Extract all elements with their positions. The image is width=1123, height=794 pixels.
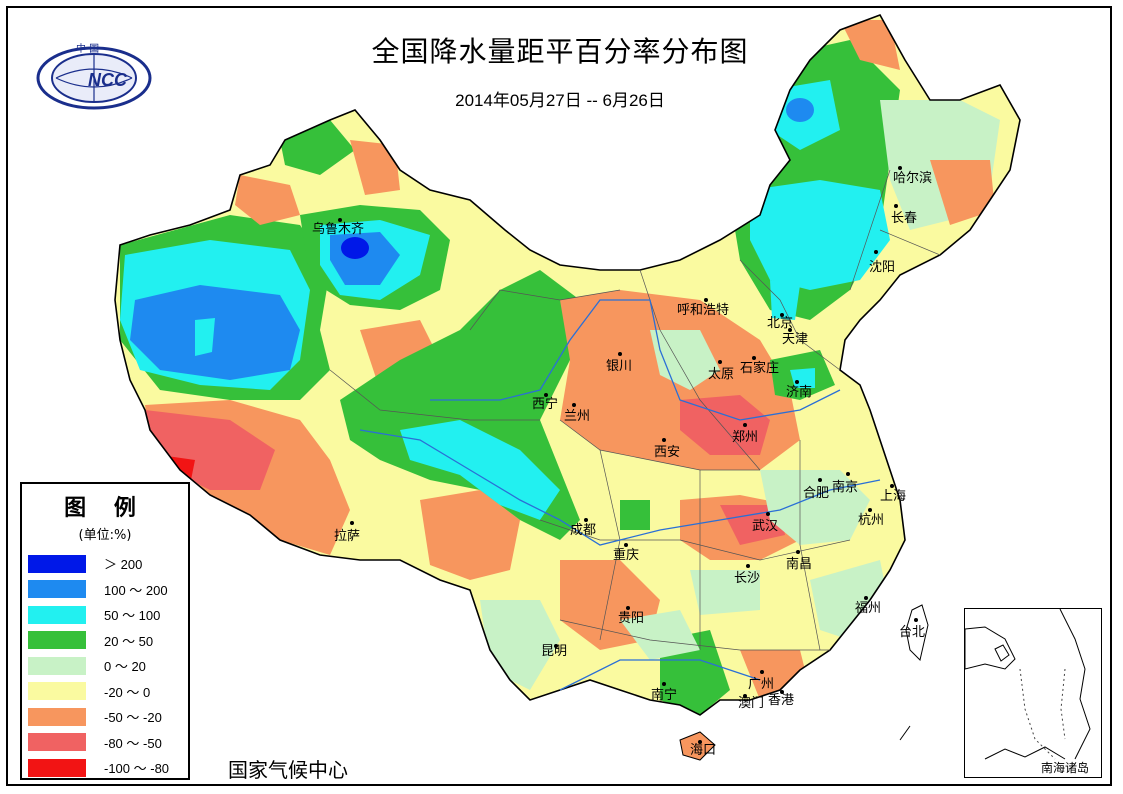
legend-label: 0 ～ 20 — [104, 659, 146, 675]
legend-label: 100 ～ 200 — [104, 582, 168, 598]
city-label-chongqing: 重庆 — [613, 547, 639, 563]
city-label-macau: 澳门 — [738, 695, 764, 711]
legend-item: 50 ～ 100 — [22, 602, 188, 628]
legend-swatch — [28, 554, 86, 573]
legend-label: -50 ～ -20 — [104, 710, 162, 726]
inset-label: 南海诸岛 — [1041, 761, 1090, 775]
city-label-urumqi: 乌鲁木齐 — [312, 221, 364, 237]
legend-item: -20 ～ 0 — [22, 679, 188, 705]
city-label-kunming: 昆明 — [541, 644, 567, 659]
footer-agency: 国家气候中心 — [228, 758, 348, 782]
legend-item: -100 ～ -80 — [22, 755, 188, 781]
legend-swatch — [28, 682, 86, 701]
city-label-beijing: 北京 — [767, 316, 793, 331]
legend-swatch — [28, 707, 86, 726]
city-label-nanjing: 南京 — [832, 479, 858, 495]
legend-swatch — [28, 631, 86, 650]
city-label-hefei: 合肥 — [803, 486, 829, 501]
legend-swatch — [28, 656, 86, 675]
legend-item: -50 ～ -20 — [22, 704, 188, 730]
legend-label: ＞ 200 — [104, 557, 143, 573]
legend-swatch — [28, 758, 86, 777]
legend-label: 50 ～ 100 — [104, 608, 161, 624]
legend-item: 0 ～ 20 — [22, 653, 188, 679]
city-label-haikou: 海口 — [690, 743, 716, 758]
city-label-xining: 西宁 — [532, 396, 558, 412]
legend-title: 图 例 — [64, 496, 146, 521]
city-label-nanning: 南宁 — [651, 687, 677, 703]
city-label-xian: 西安 — [654, 445, 680, 460]
city-label-lanzhou: 兰州 — [564, 409, 590, 424]
city-label-fuzhou: 福州 — [855, 601, 881, 616]
city-label-nanchang: 南昌 — [786, 556, 812, 572]
legend-label: -20 ～ 0 — [104, 684, 151, 700]
city-label-shanghai: 上海 — [880, 489, 906, 504]
city-label-yinchuan: 银川 — [606, 359, 632, 374]
city-label-shijiazhuang: 石家庄 — [740, 360, 779, 376]
city-label-lhasa: 拉萨 — [334, 529, 360, 544]
legend-item: ＞ 200 — [22, 551, 188, 577]
city-label-zhengzhou: 郑州 — [732, 430, 758, 445]
legend-label: -80 ～ -50 — [104, 735, 162, 751]
legend-swatch — [28, 733, 86, 752]
city-label-wuhan: 武汉 — [752, 519, 778, 534]
city-label-hongkong: 香港 — [768, 693, 794, 708]
map-title: 全国降水量距平百分率分布图 — [371, 35, 749, 68]
city-label-hangzhou: 杭州 — [858, 513, 884, 528]
legend-unit: (单位:%) — [78, 528, 132, 543]
legend-label: -100 ～ -80 — [104, 761, 170, 777]
city-label-changchun: 长春 — [891, 211, 917, 226]
city-label-chengdu: 成都 — [570, 523, 596, 538]
legend-item: 20 ～ 50 — [22, 628, 188, 654]
city-label-harbin: 哈尔滨 — [893, 170, 932, 186]
city-label-guiyang: 贵阳 — [618, 611, 644, 626]
legend-swatch — [28, 605, 86, 624]
ncc-logo: NCC 中 国 — [36, 42, 152, 110]
city-label-changsha: 长沙 — [734, 571, 760, 586]
map-subtitle: 2014年05月27日 -- 6月26日 — [455, 91, 665, 110]
legend-item: -80 ～ -50 — [22, 730, 188, 756]
city-label-shenyang: 沈阳 — [869, 260, 895, 275]
city-label-guangzhou: 广州 — [748, 677, 774, 692]
city-label-taipei: 台北 — [899, 625, 925, 640]
inset-map — [965, 609, 1091, 760]
legend: 图 例 (单位:%) ＞ 200 100 ～ 200 50 ～ 100 20 ～ 50… — [20, 482, 190, 780]
south-china-sea-inset: 南海诸岛 — [964, 608, 1102, 778]
legend-label: 20 ～ 50 — [104, 633, 154, 649]
city-label-jinan: 济南 — [786, 384, 812, 400]
logo-top-text: 中 国 — [76, 42, 99, 55]
city-label-tianjin: 天津 — [782, 332, 808, 347]
legend-item: 100 ～ 200 — [22, 577, 188, 603]
legend-swatch — [28, 580, 86, 599]
city-label-hohhot: 呼和浩特 — [677, 303, 729, 318]
logo-text: NCC — [88, 70, 128, 90]
city-label-taiyuan: 太原 — [708, 367, 734, 382]
